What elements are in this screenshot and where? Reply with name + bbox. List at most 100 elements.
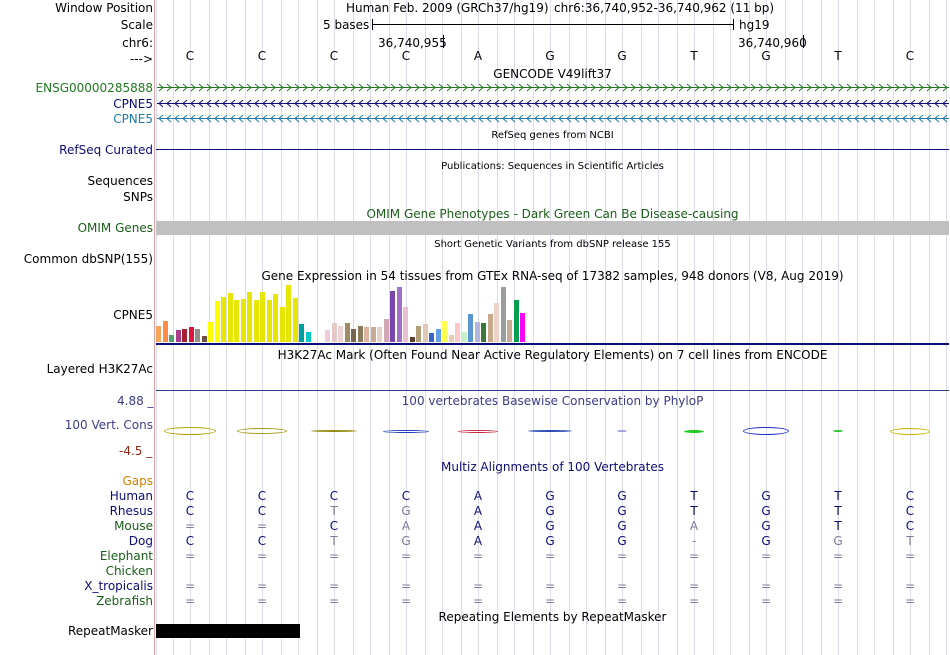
publications-label-snps[interactable]: SNPs <box>123 190 153 204</box>
publications-label-sequences[interactable]: Sequences <box>87 174 153 188</box>
gtex-tissue-bar[interactable] <box>436 329 441 342</box>
gtex-track-title[interactable]: Gene Expression in 54 tissues from GTEx … <box>261 269 844 283</box>
multiz-track-title[interactable]: Multiz Alignments of 100 Vertebrates <box>440 460 665 474</box>
repeatmasker-element[interactable] <box>156 624 300 638</box>
gtex-tissue-bar[interactable] <box>247 292 252 342</box>
gtex-tissue-bar[interactable] <box>390 291 395 342</box>
gtex-tissue-bar[interactable] <box>221 297 226 342</box>
gtex-tissue-bar[interactable] <box>306 332 311 342</box>
multiz-gaps-label[interactable]: Gaps <box>122 474 153 488</box>
multiz-species-label[interactable]: Dog <box>128 534 153 548</box>
omim-gene-bar[interactable] <box>156 221 949 235</box>
gtex-label[interactable]: CPNE5 <box>113 308 153 322</box>
phylop-score-mark[interactable] <box>684 429 704 433</box>
multiz-species-label[interactable]: Zebrafish <box>96 594 153 608</box>
gtex-tissue-bar[interactable] <box>494 303 499 342</box>
multiz-species-label[interactable]: Elephant <box>99 549 153 563</box>
gtex-tissue-bar[interactable] <box>514 300 519 342</box>
refseq-label[interactable]: RefSeq Curated <box>59 143 153 157</box>
publications-track-title[interactable]: Publications: Sequences in Scientific Ar… <box>441 161 664 172</box>
gtex-tissue-bar[interactable] <box>254 300 259 342</box>
gtex-tissue-bar[interactable] <box>403 307 408 342</box>
multiz-species-label[interactable]: Rhesus <box>109 504 153 518</box>
phylop-score-mark[interactable] <box>743 427 789 435</box>
gtex-tissue-bar[interactable] <box>176 330 181 342</box>
phylop-score-mark[interactable] <box>164 427 216 435</box>
gtex-tissue-bar[interactable] <box>234 300 239 342</box>
gene-strand-cpne5-alt[interactable] <box>157 114 949 123</box>
phylop-track-title[interactable]: 100 vertebrates Basewise Conservation by… <box>401 394 704 408</box>
gtex-tissue-bar[interactable] <box>416 326 421 342</box>
gtex-tissue-bar[interactable] <box>273 294 278 342</box>
phylop-label[interactable]: 100 Vert. Cons <box>64 418 153 432</box>
gtex-tissue-bar[interactable] <box>449 335 454 342</box>
gtex-tissue-bar[interactable] <box>462 332 467 342</box>
gtex-tissue-bar[interactable] <box>397 287 402 342</box>
gtex-tissue-bar[interactable] <box>260 292 265 342</box>
gtex-tissue-bar[interactable] <box>299 324 304 342</box>
repeatmasker-track-title[interactable]: Repeating Elements by RepeatMasker <box>438 610 667 624</box>
gtex-tissue-bar[interactable] <box>488 314 493 342</box>
h3k27ac-track-title[interactable]: H3K27Ac Mark (Often Found Near Active Re… <box>277 348 828 362</box>
gencode-item-label-3[interactable]: CPNE5 <box>113 112 153 126</box>
gtex-tissue-bar[interactable] <box>384 319 389 342</box>
gtex-tissue-bar[interactable] <box>189 327 194 342</box>
gene-strand-ensg00000285888[interactable] <box>157 83 949 92</box>
multiz-species-label[interactable]: Human <box>109 489 153 503</box>
gtex-tissue-bar[interactable] <box>358 326 363 342</box>
gtex-tissue-bar[interactable] <box>169 335 174 342</box>
gtex-tissue-bar[interactable] <box>520 313 525 342</box>
gtex-tissue-bar[interactable] <box>442 321 447 342</box>
gtex-tissue-bar[interactable] <box>345 323 350 342</box>
dbsnp-label[interactable]: Common dbSNP(155) <box>23 252 153 266</box>
phylop-score-mark[interactable] <box>890 427 930 435</box>
gtex-tissue-bar[interactable] <box>156 326 161 342</box>
repeatmasker-label[interactable]: RepeatMasker <box>67 624 153 638</box>
phylop-score-mark[interactable] <box>383 429 429 433</box>
multiz-species-label[interactable]: X_tropicalis <box>84 579 153 593</box>
gtex-tissue-bar[interactable] <box>280 307 285 342</box>
gtex-tissue-bar[interactable] <box>507 320 512 342</box>
gtex-tissue-bar[interactable] <box>468 314 473 342</box>
refseq-gene-line[interactable] <box>156 149 949 150</box>
phylop-score-mark[interactable] <box>528 430 572 432</box>
gtex-tissue-bar[interactable] <box>481 323 486 342</box>
phylop-score-mark[interactable] <box>237 428 287 434</box>
gtex-tissue-bar[interactable] <box>371 327 376 342</box>
gtex-tissue-bar[interactable] <box>338 326 343 342</box>
gtex-tissue-bar[interactable] <box>351 329 356 342</box>
gtex-tissue-bar[interactable] <box>202 336 207 342</box>
gtex-tissue-bar[interactable] <box>501 287 506 342</box>
gtex-tissue-bar[interactable] <box>410 337 415 342</box>
gtex-tissue-bar[interactable] <box>364 327 369 342</box>
gtex-tissue-bar[interactable] <box>195 329 200 342</box>
gtex-tissue-bar[interactable] <box>455 323 460 342</box>
omim-track-title[interactable]: OMIM Gene Phenotypes - Dark Green Can Be… <box>366 207 739 221</box>
gtex-tissue-bar[interactable] <box>215 301 220 342</box>
gtex-tissue-bar[interactable] <box>241 299 246 342</box>
gtex-tissue-bar[interactable] <box>423 324 428 342</box>
gtex-tissue-bar[interactable] <box>182 329 187 342</box>
refseq-track-title[interactable]: RefSeq genes from NCBI <box>491 130 614 141</box>
gtex-tissue-bar[interactable] <box>293 298 298 342</box>
gtex-tissue-bar[interactable] <box>325 330 330 342</box>
gtex-tissue-bar[interactable] <box>475 322 480 342</box>
multiz-species-label[interactable]: Mouse <box>114 519 153 533</box>
phylop-score-mark[interactable] <box>311 430 357 432</box>
gencode-item-label-1[interactable]: ENSG00000285888 <box>35 81 153 95</box>
gtex-tissue-bar[interactable] <box>228 293 233 342</box>
gtex-tissue-bar[interactable] <box>377 327 382 342</box>
gtex-tissue-bar[interactable] <box>208 322 213 342</box>
multiz-species-label[interactable]: Chicken <box>105 564 153 578</box>
phylop-score-mark[interactable] <box>833 430 843 432</box>
gencode-item-label-2[interactable]: CPNE5 <box>113 97 153 111</box>
gtex-tissue-bar[interactable] <box>267 300 272 342</box>
gene-strand-cpne5[interactable] <box>157 99 949 108</box>
gencode-track-title[interactable]: GENCODE V49lift37 <box>493 67 612 81</box>
dbsnp-track-title[interactable]: Short Genetic Variants from dbSNP releas… <box>434 239 671 250</box>
gtex-tissue-bar[interactable] <box>163 321 168 342</box>
gtex-tissue-bar[interactable] <box>332 323 337 342</box>
omim-label[interactable]: OMIM Genes <box>77 221 153 235</box>
gtex-tissue-bar[interactable] <box>286 285 291 342</box>
